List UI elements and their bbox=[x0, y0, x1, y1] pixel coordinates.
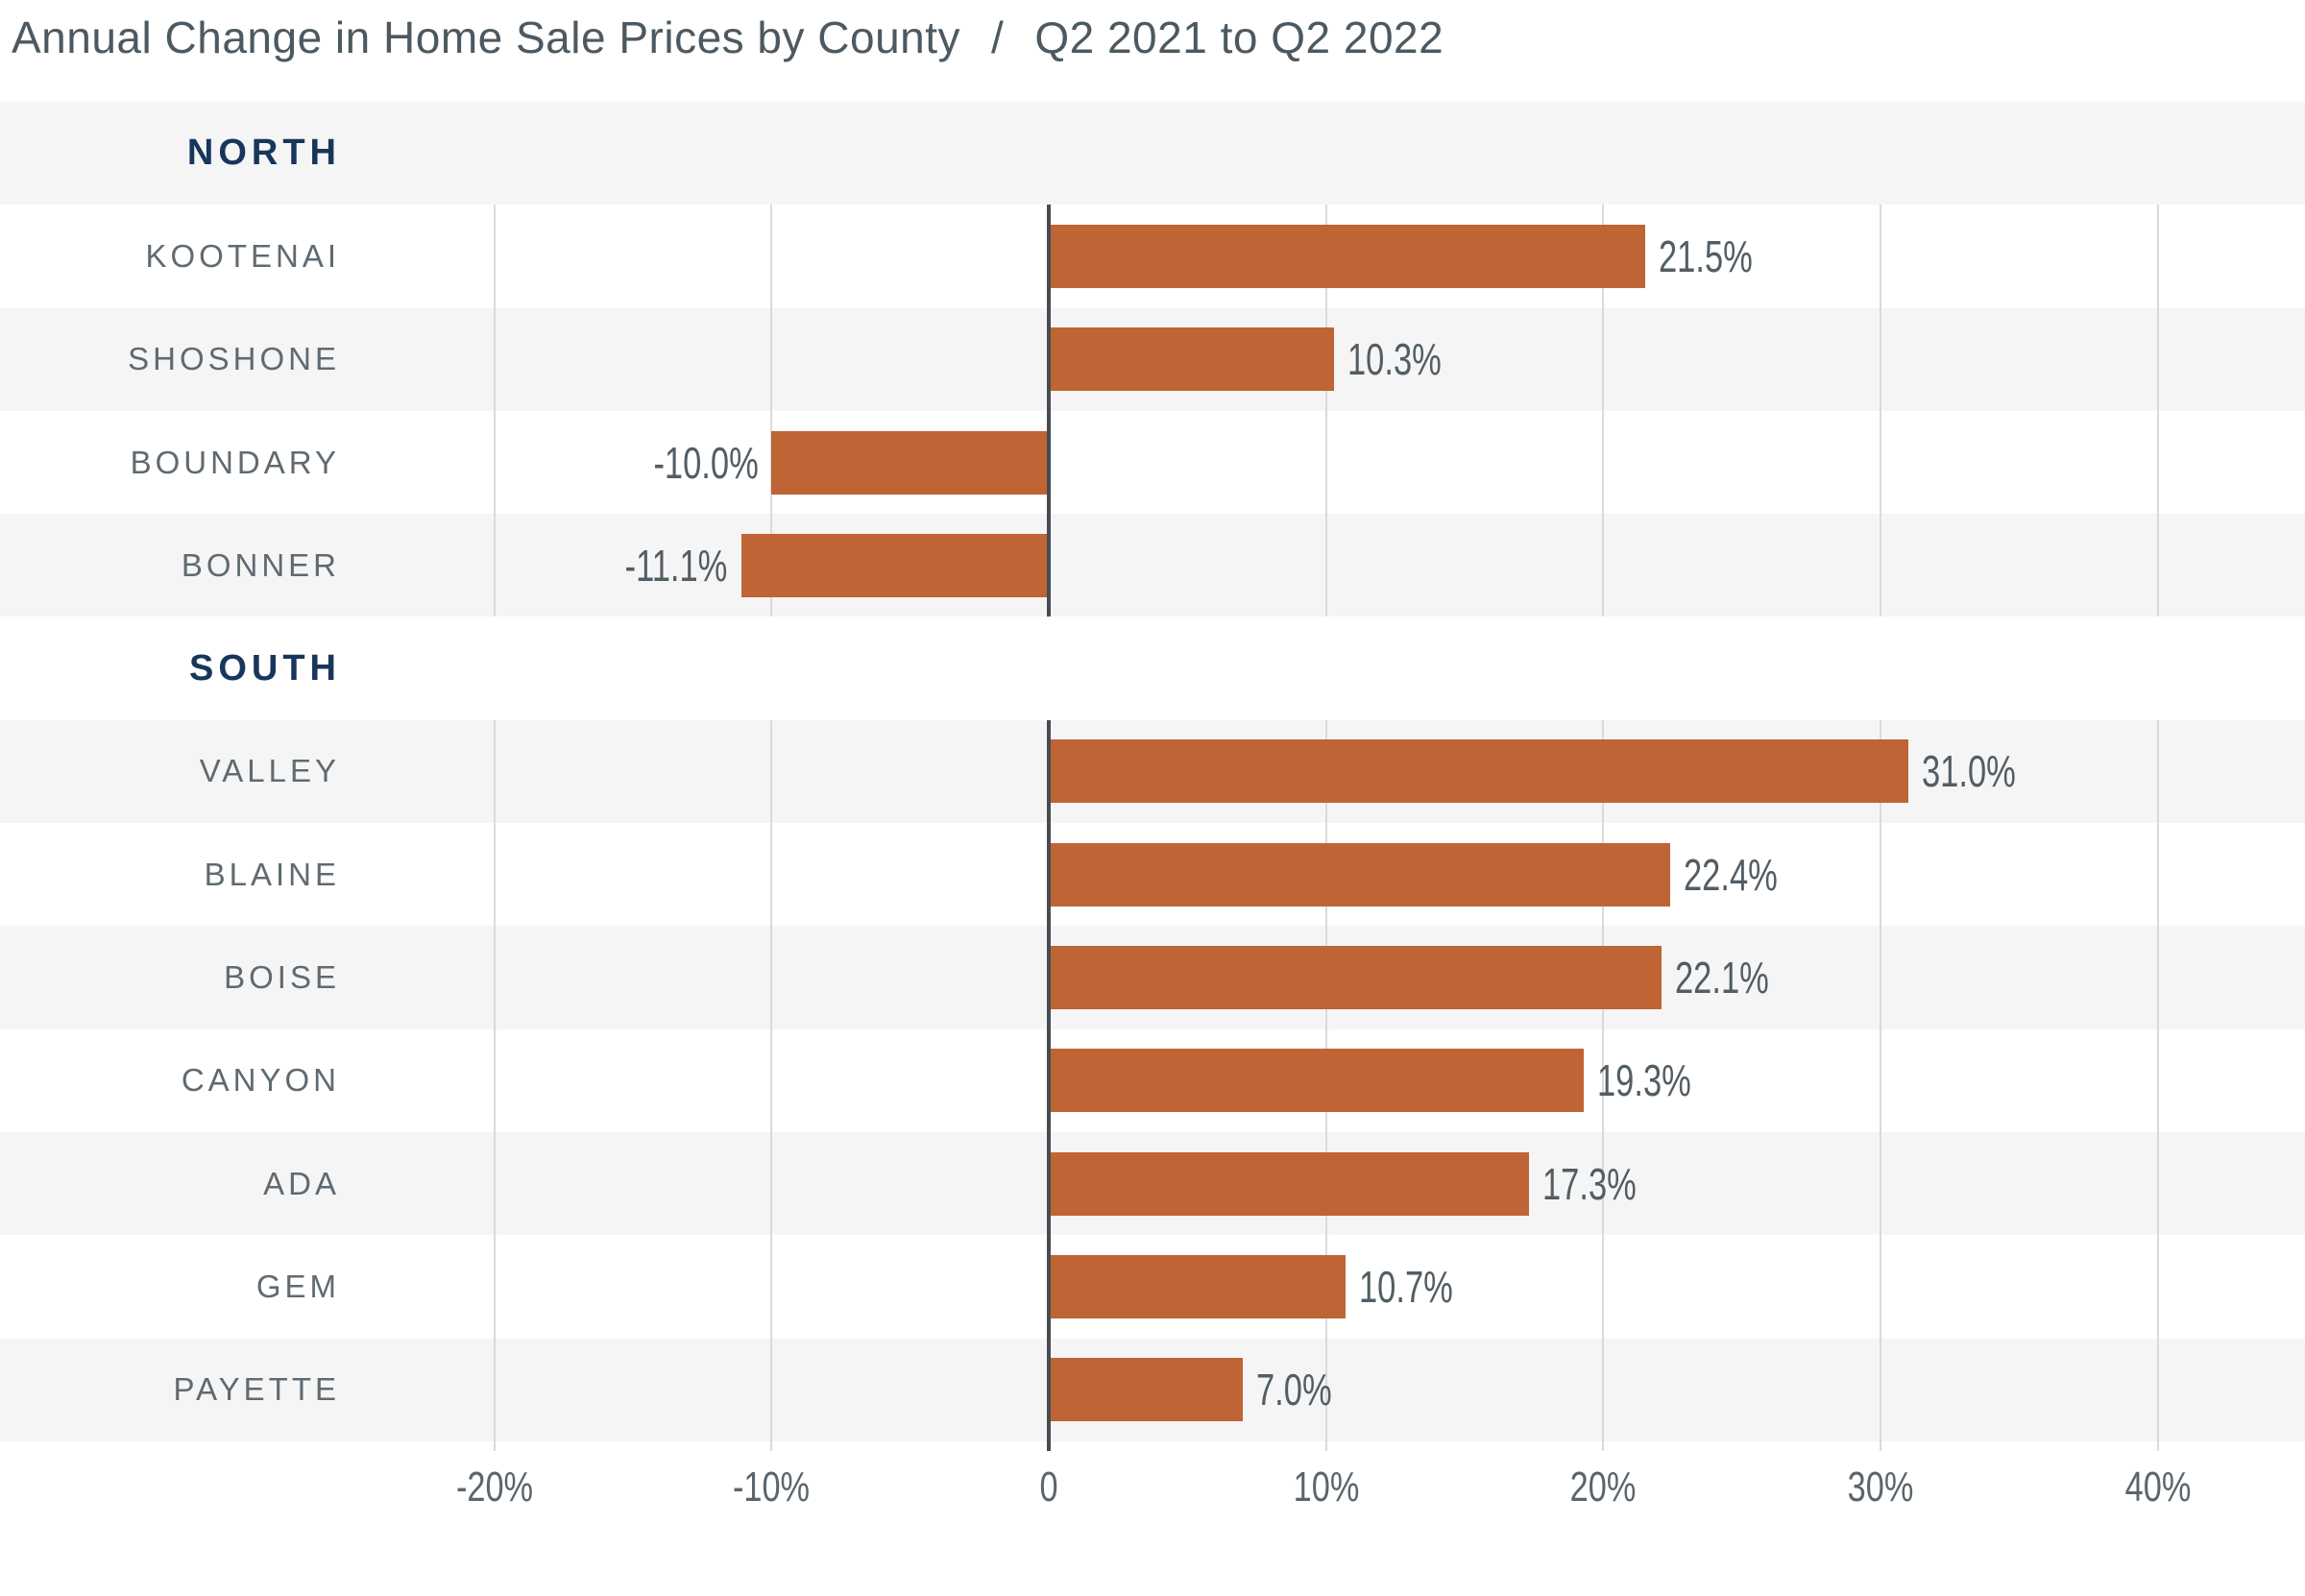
bar-canyon bbox=[1049, 1049, 1585, 1113]
county-label-cell-valley: VALLEY bbox=[0, 720, 336, 823]
county-label-cell-bonner: BONNER bbox=[0, 514, 336, 617]
county-label-blaine: BLAINE bbox=[204, 856, 340, 892]
gridline-40pct-south bbox=[2156, 719, 2159, 1441]
gridline-30pct-tick bbox=[1880, 1440, 1882, 1451]
county-row-gem: GEM 10.7% bbox=[0, 1235, 2305, 1338]
axis-tick-label-30pct: 30% bbox=[1847, 1463, 1914, 1511]
gridline-10pct-north bbox=[1324, 205, 1327, 617]
county-label-canyon: CANYON bbox=[181, 1062, 340, 1099]
bar-blaine bbox=[1049, 842, 1670, 907]
gridline-20pct-south bbox=[1602, 719, 1605, 1441]
title-main: Annual Change in Home Sale Prices by Cou… bbox=[12, 12, 961, 62]
bar-payette bbox=[1049, 1358, 1244, 1422]
value-label-shoshone: 10.3% bbox=[1347, 334, 1443, 385]
county-label-cell-boundary: BOUNDARY bbox=[0, 411, 336, 514]
bar-boise bbox=[1049, 946, 1662, 1010]
value-label-gem: 10.7% bbox=[1358, 1261, 1453, 1312]
bar-gem bbox=[1049, 1254, 1346, 1318]
county-label-cell-kootenai: KOOTENAI bbox=[0, 205, 336, 307]
axis-tick-label--10pct: -10% bbox=[733, 1463, 811, 1511]
county-label-cell-shoshone: SHOSHONE bbox=[0, 308, 336, 411]
gridline--20pct-tick bbox=[493, 1440, 496, 1451]
bar-boundary bbox=[771, 430, 1049, 495]
county-label-bonner: BONNER bbox=[181, 546, 340, 583]
bar-valley bbox=[1049, 739, 1908, 804]
gridline-10pct-tick bbox=[1324, 1440, 1327, 1451]
bar-ada bbox=[1049, 1151, 1529, 1216]
section-label-cell-south: SOUTH bbox=[0, 617, 336, 720]
section-row-north: NORTH bbox=[0, 102, 2305, 206]
gridline--20pct-south bbox=[493, 719, 496, 1441]
county-row-blaine: BLAINE 22.4% bbox=[0, 823, 2305, 926]
county-label-payette: PAYETTE bbox=[173, 1371, 340, 1408]
county-row-valley: VALLEY 31.0% bbox=[0, 719, 2305, 824]
section-label-south: SOUTH bbox=[189, 647, 341, 689]
county-row-shoshone: SHOSHONE 10.3% bbox=[0, 307, 2305, 411]
gridline--10pct-tick bbox=[770, 1440, 773, 1451]
county-label-cell-gem: GEM bbox=[0, 1235, 336, 1338]
county-row-boundary: BOUNDARY -10.0% bbox=[0, 411, 2305, 514]
zero-line-tick bbox=[1047, 1440, 1051, 1451]
axis-tick-label--20pct: -20% bbox=[455, 1463, 533, 1511]
county-label-boise: BOISE bbox=[224, 959, 340, 996]
gridline-30pct-north bbox=[1880, 205, 1882, 617]
county-label-shoshone: SHOSHONE bbox=[128, 341, 340, 377]
gridline-40pct-north bbox=[2156, 205, 2159, 617]
section-label-cell-north: NORTH bbox=[0, 102, 336, 205]
county-label-ada: ADA bbox=[263, 1165, 340, 1201]
county-label-cell-ada: ADA bbox=[0, 1132, 336, 1235]
county-row-bonner: BONNER -11.1% bbox=[0, 514, 2305, 617]
zero-line-south bbox=[1047, 719, 1051, 1441]
gridline-20pct-north bbox=[1602, 205, 1605, 617]
section-label-north: NORTH bbox=[186, 133, 341, 174]
county-label-cell-canyon: CANYON bbox=[0, 1029, 336, 1132]
gridline--20pct-north bbox=[493, 205, 496, 617]
county-label-cell-boise: BOISE bbox=[0, 926, 336, 1028]
gridline--10pct-north bbox=[770, 205, 773, 617]
county-label-gem: GEM bbox=[255, 1268, 340, 1304]
bar-shoshone bbox=[1049, 327, 1335, 392]
value-label-boundary: -10.0% bbox=[653, 437, 759, 488]
axis-tick-label-0: 0 bbox=[1039, 1463, 1058, 1511]
bar-bonner bbox=[740, 533, 1049, 597]
zero-line-north bbox=[1047, 205, 1051, 617]
value-label-kootenai: 21.5% bbox=[1658, 230, 1753, 281]
axis-tick-label-10pct: 10% bbox=[1293, 1463, 1360, 1511]
county-label-valley: VALLEY bbox=[199, 753, 340, 789]
county-row-boise: BOISE 22.1% bbox=[0, 926, 2305, 1029]
county-label-cell-blaine: BLAINE bbox=[0, 823, 336, 926]
value-label-blaine: 22.4% bbox=[1683, 849, 1778, 900]
title-period: Q2 2021 to Q2 2022 bbox=[1034, 12, 1444, 62]
county-label-boundary: BOUNDARY bbox=[130, 444, 340, 480]
gridline-30pct-south bbox=[1880, 719, 1882, 1441]
axis-tick-label-40pct: 40% bbox=[2124, 1463, 2192, 1511]
value-label-payette: 7.0% bbox=[1256, 1365, 1332, 1415]
county-row-canyon: CANYON 19.3% bbox=[0, 1029, 2305, 1132]
gridline-20pct-tick bbox=[1602, 1440, 1605, 1451]
county-row-ada: ADA 17.3% bbox=[0, 1132, 2305, 1236]
value-label-ada: 17.3% bbox=[1541, 1158, 1637, 1209]
axis-tick-label-20pct: 20% bbox=[1570, 1463, 1637, 1511]
gridline-40pct-tick bbox=[2156, 1440, 2159, 1451]
title-separator: / bbox=[991, 12, 1005, 62]
section-row-south: SOUTH bbox=[0, 617, 2305, 720]
county-row-payette: PAYETTE 7.0% bbox=[0, 1338, 2305, 1441]
gridline--10pct-south bbox=[770, 719, 773, 1441]
chart-title: Annual Change in Home Sale Prices by Cou… bbox=[12, 12, 1444, 63]
county-label-cell-payette: PAYETTE bbox=[0, 1339, 336, 1441]
value-label-canyon: 19.3% bbox=[1597, 1055, 1692, 1106]
bar-kootenai bbox=[1049, 224, 1645, 288]
county-label-kootenai: KOOTENAI bbox=[145, 237, 340, 274]
county-row-kootenai: KOOTENAI 21.5% bbox=[0, 205, 2305, 307]
value-label-bonner: -11.1% bbox=[624, 540, 728, 591]
value-label-valley: 31.0% bbox=[1922, 746, 2016, 797]
value-label-boise: 22.1% bbox=[1675, 953, 1769, 1004]
